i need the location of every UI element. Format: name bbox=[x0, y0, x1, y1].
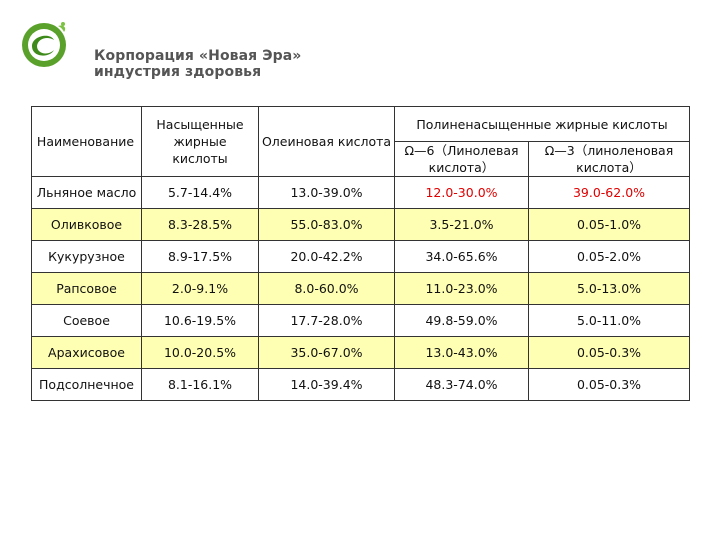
omega6-cell: 34.0-65.6% bbox=[394, 240, 529, 273]
oleic-cell: 14.0-39.4% bbox=[258, 368, 395, 401]
table-row: Кукурузное 8.9-17.5% 20.0-42.2% 34.0-65.… bbox=[31, 240, 690, 273]
omega3-cell: 0.05-2.0% bbox=[528, 240, 690, 273]
table-row: Подсолнечное 8.1-16.1% 14.0-39.4% 48.3-7… bbox=[31, 368, 690, 401]
omega3-cell: 0.05-1.0% bbox=[528, 208, 690, 241]
table-row: Соевое 10.6-19.5% 17.7-28.0% 49.8-59.0% … bbox=[31, 304, 690, 337]
column-header-polyunsaturated: Полиненасыщенные жирные кислоты bbox=[394, 106, 690, 142]
oil-name-cell: Арахисовое bbox=[31, 336, 142, 369]
table-row: Оливковое 8.3-28.5% 55.0-83.0% 3.5-21.0%… bbox=[31, 208, 690, 241]
omega6-cell: 12.0-30.0% bbox=[394, 176, 529, 209]
saturated-cell: 5.7-14.4% bbox=[141, 176, 259, 209]
omega3-cell: 39.0-62.0% bbox=[528, 176, 690, 209]
subheader-row: Ω—6（Линолевая кислота） Ω—3（линоленовая к… bbox=[32, 141, 690, 177]
saturated-cell: 8.9-17.5% bbox=[141, 240, 259, 273]
omega6-cell: 3.5-21.0% bbox=[394, 208, 529, 241]
omega6-cell: 48.3-74.0% bbox=[394, 368, 529, 401]
oil-name-cell: Соевое bbox=[31, 304, 142, 337]
oleic-cell: 8.0-60.0% bbox=[258, 272, 395, 305]
oil-name-cell: Рапсовое bbox=[31, 272, 142, 305]
oil-composition-table: Наименование Насыщенные жирные кислоты О… bbox=[31, 106, 690, 401]
oil-name-cell: Льняное масло bbox=[31, 176, 142, 209]
saturated-cell: 8.1-16.1% bbox=[141, 368, 259, 401]
header-row: Наименование Насыщенные жирные кислоты О… bbox=[31, 106, 690, 177]
saturated-cell: 10.6-19.5% bbox=[141, 304, 259, 337]
column-header-name: Наименование bbox=[31, 106, 142, 177]
oleic-cell: 20.0-42.2% bbox=[258, 240, 395, 273]
omega3-cell: 0.05-0.3% bbox=[528, 336, 690, 369]
page-header: Корпорация «Новая Эра» индустрия здоровь… bbox=[14, 14, 374, 80]
column-header-oleic: Олеиновая кислота bbox=[258, 106, 395, 177]
table-row: Арахисовое 10.0-20.5% 35.0-67.0% 13.0-43… bbox=[31, 336, 690, 369]
oleic-cell: 35.0-67.0% bbox=[258, 336, 395, 369]
column-header-omega3: Ω—3（линоленовая кислота） bbox=[528, 141, 690, 177]
oil-name-cell: Подсолнечное bbox=[31, 368, 142, 401]
omega6-cell: 13.0-43.0% bbox=[394, 336, 529, 369]
column-header-saturated: Насыщенные жирные кислоты bbox=[141, 106, 259, 177]
column-header-omega6: Ω—6（Линолевая кислота） bbox=[394, 141, 529, 177]
omega6-cell: 49.8-59.0% bbox=[394, 304, 529, 337]
oil-name-cell: Оливковое bbox=[31, 208, 142, 241]
saturated-cell: 10.0-20.5% bbox=[141, 336, 259, 369]
brand-name: Корпорация «Новая Эра» индустрия здоровь… bbox=[94, 48, 302, 80]
oil-name-cell: Кукурузное bbox=[31, 240, 142, 273]
omega3-cell: 0.05-0.3% bbox=[528, 368, 690, 401]
logo-icon bbox=[22, 22, 66, 67]
omega3-cell: 5.0-11.0% bbox=[528, 304, 690, 337]
saturated-cell: 8.3-28.5% bbox=[141, 208, 259, 241]
oleic-cell: 17.7-28.0% bbox=[258, 304, 395, 337]
omega3-cell: 5.0-13.0% bbox=[528, 272, 690, 305]
saturated-cell: 2.0-9.1% bbox=[141, 272, 259, 305]
table-row: Рапсовое 2.0-9.1% 8.0-60.0% 11.0-23.0% 5… bbox=[31, 272, 690, 305]
table-row: Льняное масло 5.7-14.4% 13.0-39.0% 12.0-… bbox=[31, 176, 690, 209]
oleic-cell: 13.0-39.0% bbox=[258, 176, 395, 209]
omega6-cell: 11.0-23.0% bbox=[394, 272, 529, 305]
oleic-cell: 55.0-83.0% bbox=[258, 208, 395, 241]
